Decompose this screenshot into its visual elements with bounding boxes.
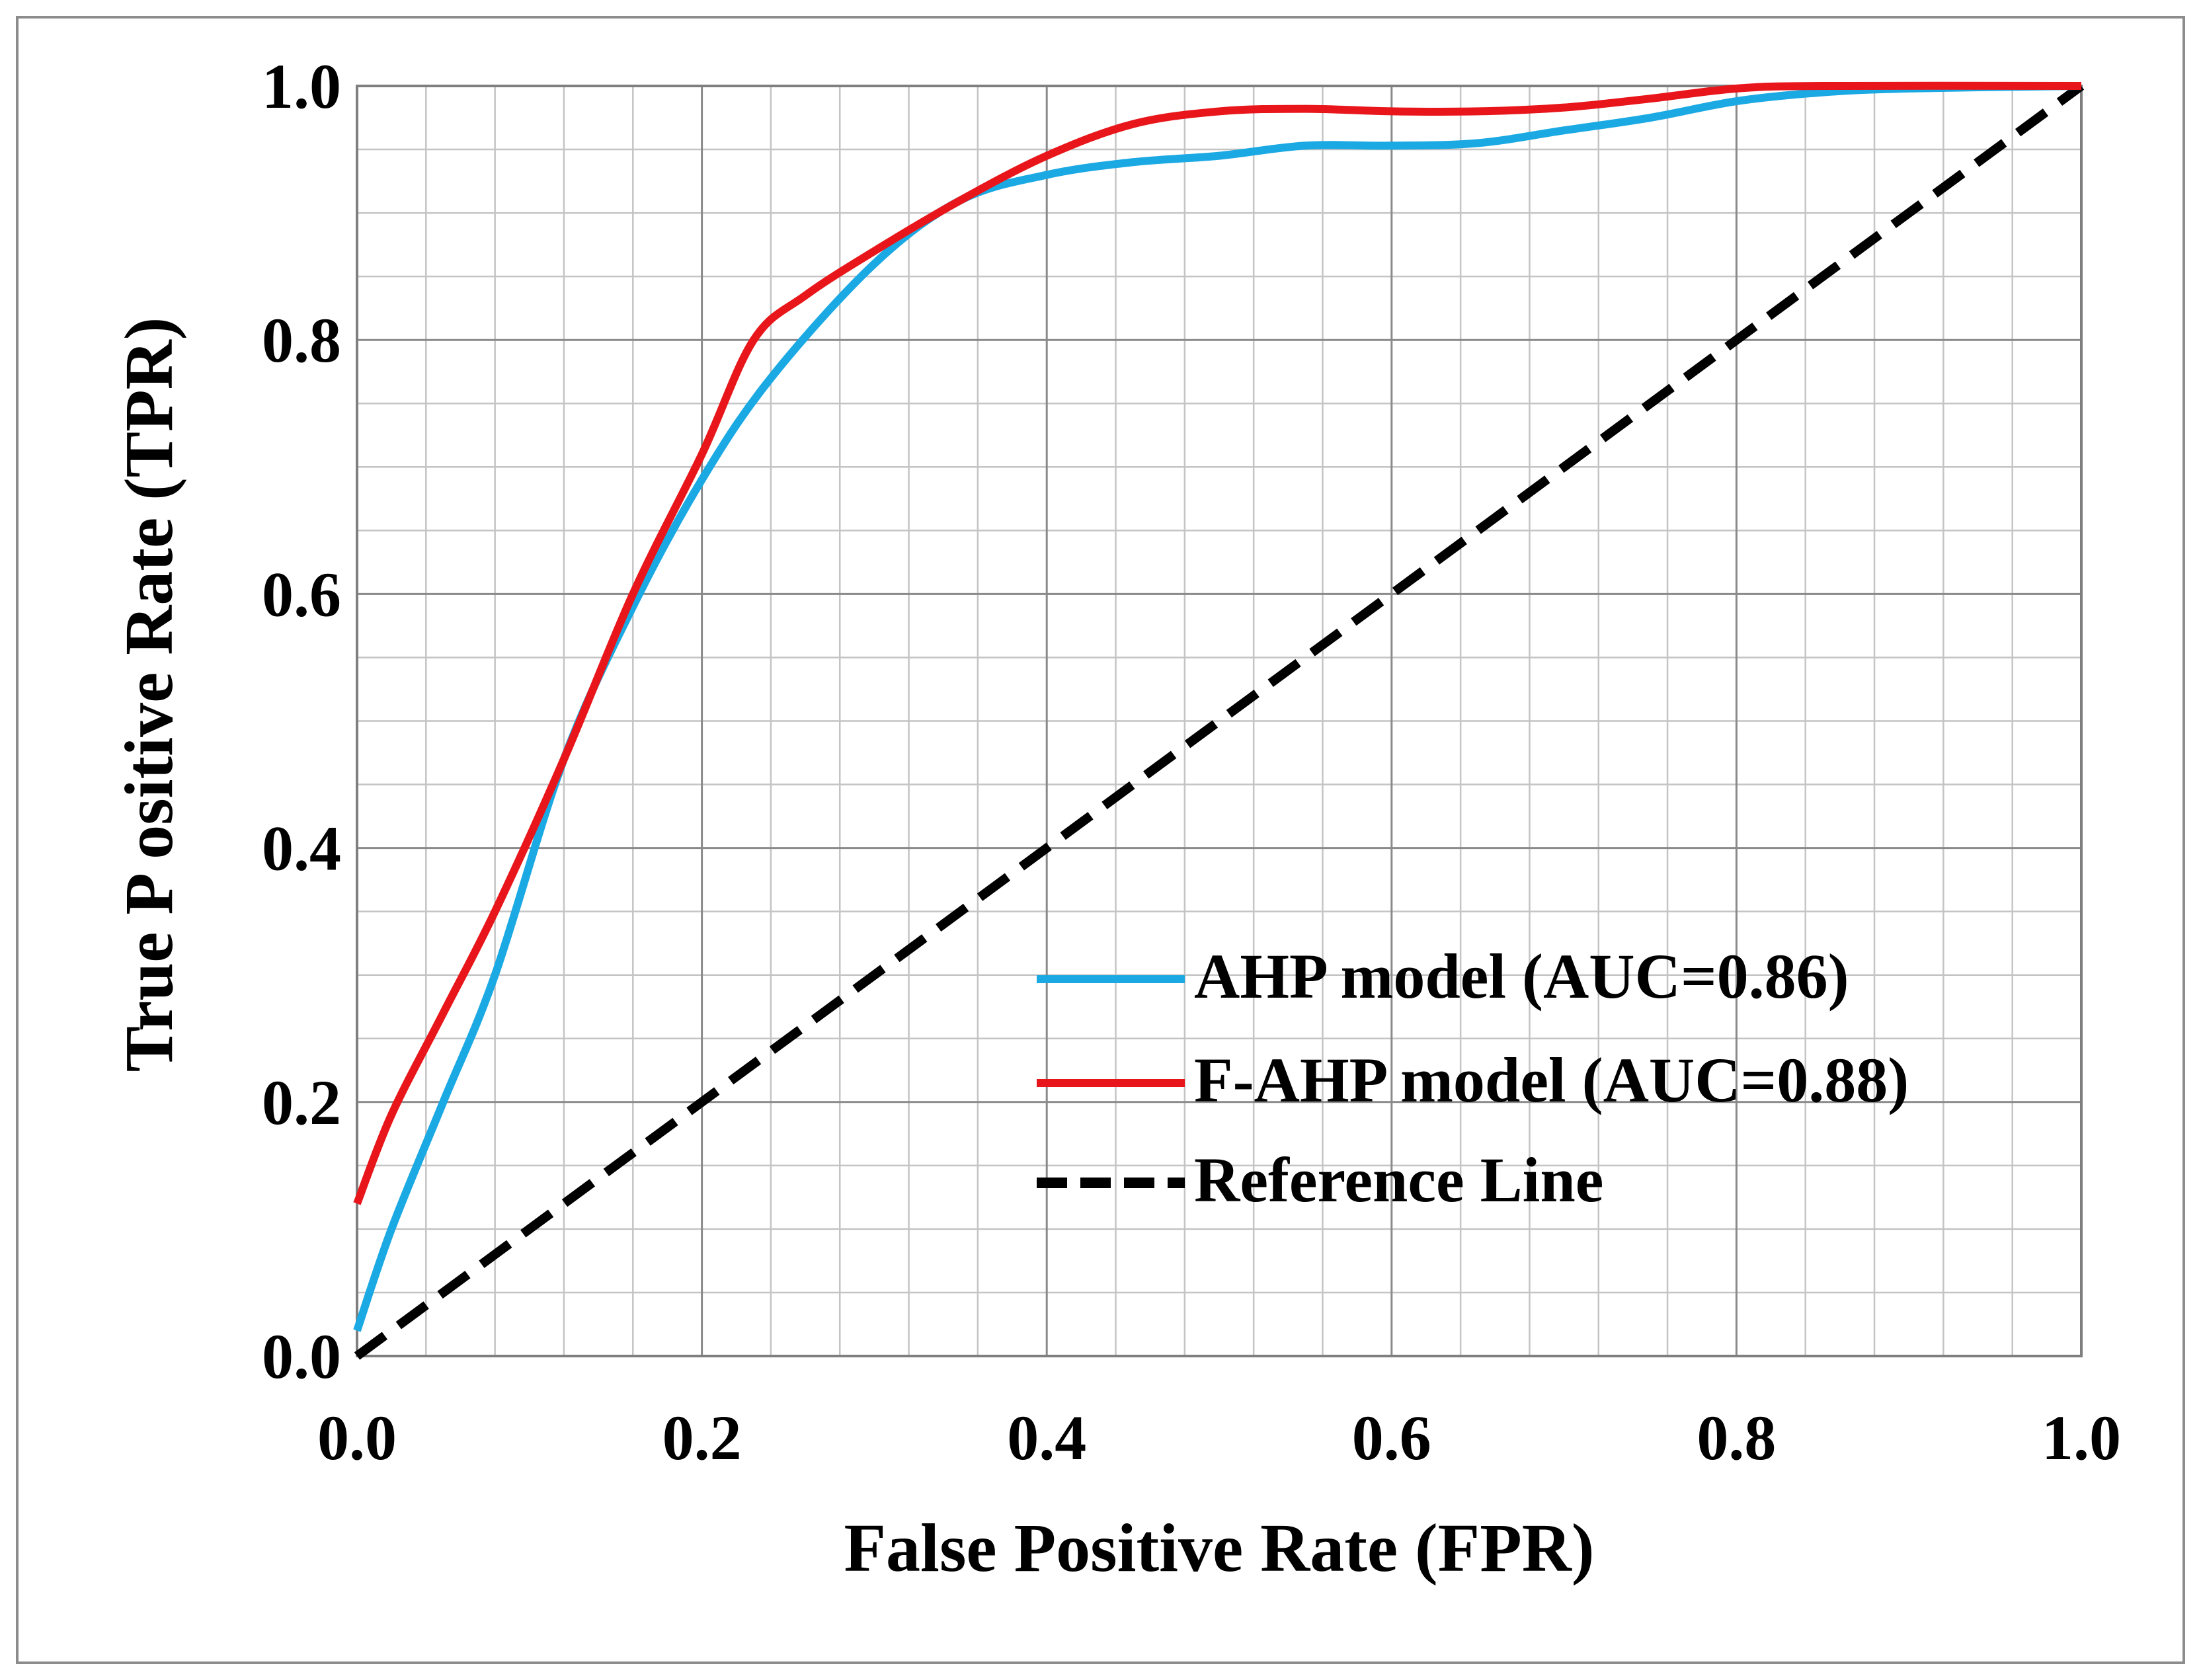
x-tick-label: 0.2: [662, 1402, 742, 1473]
legend-item-ahp: AHP model (AUC=0.86): [1037, 941, 1849, 1012]
x-tick-label: 0.4: [1007, 1402, 1086, 1473]
reference-line: [354, 82, 2085, 1360]
legend-item-reference: Reference Line: [1037, 1144, 1603, 1215]
series-layer: [353, 81, 2085, 1360]
x-tick-label: 0.8: [1697, 1402, 1776, 1473]
legend-item-f-ahp: F-AHP model (AUC=0.88): [1037, 1045, 1909, 1115]
roc-chart: 0.0 0.2 0.4 0.6 0.8 1.0 0.0 0.2 0.4 0.6 0.8 1.0 Fa…: [111, 51, 2121, 1586]
y-tick-label: 0.4: [262, 813, 341, 884]
x-tick-label: 0.6: [1352, 1402, 1431, 1473]
y-tick-label: 0.2: [262, 1067, 341, 1138]
chart-legend: AHP model (AUC=0.86) F-AHP model (AUC=0.8…: [1037, 941, 1909, 1215]
ahp-model-curve: [353, 82, 2082, 1332]
x-axis-title: False Positive Rate (FPR): [844, 1510, 1595, 1586]
y-tick-label: 0.8: [262, 305, 341, 376]
plot-area-border: [356, 85, 2083, 1357]
x-tick-label: 0.0: [317, 1402, 397, 1473]
x-axis-ticks: 0.0 0.2 0.4 0.6 0.8 1.0: [317, 1402, 2121, 1473]
f-ahp-model-curve: [353, 81, 2082, 1205]
y-axis-title: True P ositive Rate (TPR): [111, 317, 187, 1072]
y-axis-ticks: 0.0 0.2 0.4 0.6 0.8 1.0: [262, 51, 341, 1392]
y-tick-label: 0.0: [262, 1321, 341, 1392]
y-tick-label: 0.6: [262, 559, 341, 629]
figure-frame: 0.0 0.2 0.4 0.6 0.8 1.0 0.0 0.2 0.4 0.6 0.8 1.0 Fa…: [16, 16, 2185, 1664]
y-tick-label: 1.0: [262, 51, 341, 122]
x-tick-label: 1.0: [2042, 1402, 2121, 1473]
legend-label: Reference Line: [1194, 1144, 1603, 1215]
legend-label: F-AHP model (AUC=0.88): [1194, 1045, 1909, 1115]
legend-label: AHP model (AUC=0.86): [1194, 941, 1849, 1012]
